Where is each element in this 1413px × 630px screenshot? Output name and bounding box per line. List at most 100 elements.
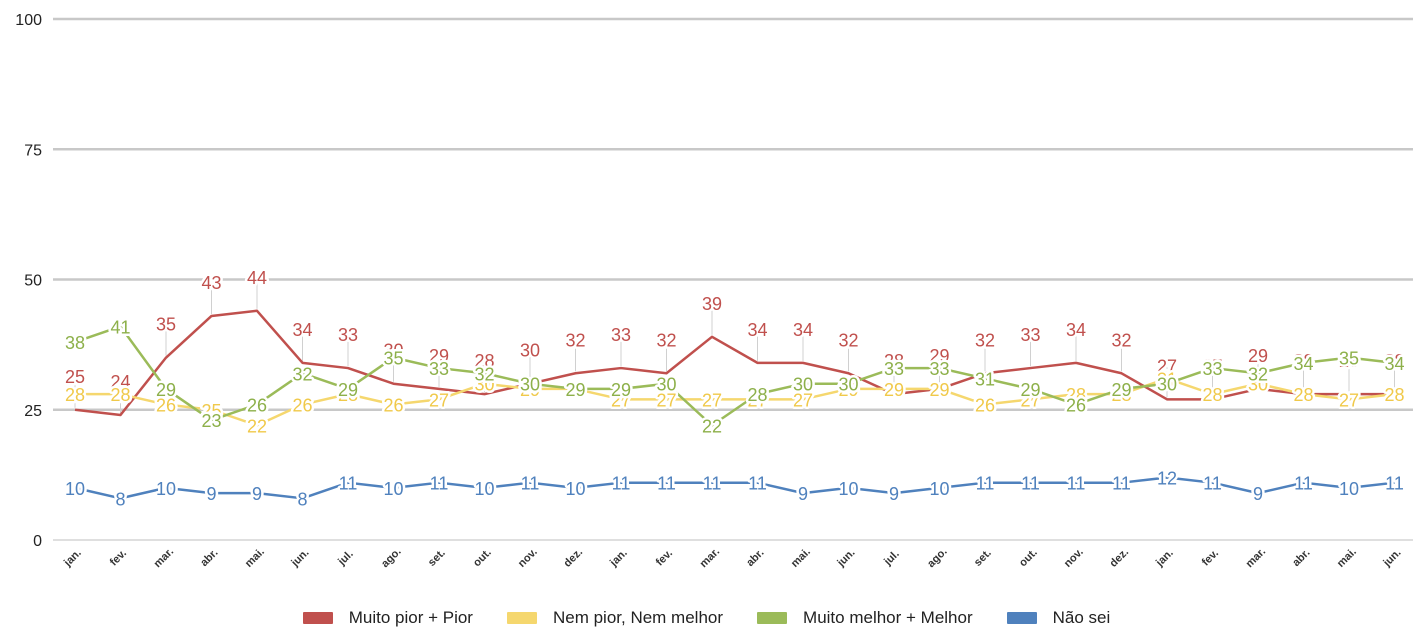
data-label: 28 xyxy=(474,351,494,371)
data-label: 26 xyxy=(975,396,995,416)
data-label: 29 xyxy=(1248,346,1268,366)
data-label: 29 xyxy=(884,380,904,400)
data-label: 32 xyxy=(565,330,585,350)
data-label: 34 xyxy=(1384,354,1404,374)
data-label: 28 xyxy=(747,385,767,405)
data-label: 29 xyxy=(565,380,585,400)
data-label: 33 xyxy=(1202,359,1222,379)
data-label: 10 xyxy=(383,479,403,499)
x-tick-label: jan. xyxy=(61,547,84,570)
data-label: 29 xyxy=(838,380,858,400)
data-label: 11 xyxy=(657,474,676,494)
x-tick-label: fev. xyxy=(654,547,675,568)
legend-swatch-blue xyxy=(1006,612,1037,624)
data-labels: 10 8 10 9 9 8 11 10 11 10 11 10 11 11 11 11 9 10 9 10 11 11 11… xyxy=(62,466,1406,512)
data-label: 28 xyxy=(1066,385,1086,405)
data-label: 41 xyxy=(110,317,130,337)
legend-label: Nem pior, Nem melhor xyxy=(552,608,724,627)
x-tick-label: jun. xyxy=(835,547,858,570)
data-label: 8 xyxy=(115,489,125,509)
data-label: 22 xyxy=(702,416,722,436)
data-label: 11 xyxy=(976,474,995,494)
x-tick-label: jun. xyxy=(1381,547,1404,570)
data-label: 30 xyxy=(383,341,403,361)
data-label: 10 xyxy=(565,479,585,499)
data-label: 39 xyxy=(702,294,722,314)
legend-item-muito-melhor-melhor: Muito melhor + Melhor xyxy=(757,608,973,628)
data-label: 29 xyxy=(1020,380,1040,400)
x-tick-label: ago. xyxy=(379,546,403,570)
x-tick-label: mar. xyxy=(698,546,722,570)
data-label: 11 xyxy=(703,474,722,494)
data-label: 12 xyxy=(1157,468,1177,488)
data-label: 10 xyxy=(929,479,949,499)
data-label: 28 xyxy=(1202,385,1222,405)
leader-lines xyxy=(74,278,1395,413)
data-label: 11 xyxy=(1021,474,1040,494)
legend-swatch-yellow xyxy=(506,612,537,624)
data-label: 32 xyxy=(474,364,494,384)
data-label: 10 xyxy=(156,479,176,499)
legend-item-nem-pior-nem-melhor: Nem pior, Nem melhor xyxy=(506,608,724,628)
data-label: 33 xyxy=(1020,325,1040,345)
x-tick-label: nov. xyxy=(516,546,540,570)
data-label: 11 xyxy=(1112,474,1131,494)
data-label: 30 xyxy=(1248,375,1268,395)
data-label: 25 xyxy=(201,401,221,421)
series-line xyxy=(74,309,1395,417)
x-tick-label: jan. xyxy=(607,547,630,570)
x-tick-label: nov. xyxy=(1062,546,1086,570)
x-tick-label: dez. xyxy=(562,546,586,570)
data-label: 10 xyxy=(1339,479,1359,499)
data-label: 35 xyxy=(383,349,403,369)
x-tick-label: fev. xyxy=(108,547,129,568)
data-label: 23 xyxy=(201,411,221,431)
data-label: 30 xyxy=(793,375,813,395)
data-label: 27 xyxy=(1202,356,1222,376)
series-line xyxy=(74,325,1395,427)
data-label: 24 xyxy=(110,372,130,392)
y-tick-label: 100 xyxy=(15,12,42,29)
data-label: 29 xyxy=(156,380,176,400)
data-label: 29 xyxy=(1111,380,1131,400)
data-label: 38 xyxy=(65,333,85,353)
data-label: 27 xyxy=(1339,390,1359,410)
data-label: 34 xyxy=(793,320,813,340)
data-label: 34 xyxy=(1066,320,1086,340)
y-tick-label: 25 xyxy=(24,403,42,420)
data-label: 27 xyxy=(1020,390,1040,410)
data-label: 28 xyxy=(884,351,904,371)
data-label: 11 xyxy=(1294,474,1313,494)
y-tick-label: 75 xyxy=(24,142,42,159)
data-label: 27 xyxy=(611,390,631,410)
data-label: 27 xyxy=(702,390,722,410)
data-label: 28 xyxy=(1293,385,1313,405)
x-tick-label: mar. xyxy=(152,546,176,570)
legend-label: Muito melhor + Melhor xyxy=(803,608,973,627)
y-tick-label: 0 xyxy=(33,533,42,550)
data-label: 11 xyxy=(1385,474,1404,494)
x-tick-label: abr. xyxy=(1290,547,1312,569)
data-label: 26 xyxy=(1066,396,1086,416)
legend-swatch-green xyxy=(757,612,788,624)
data-label: 11 xyxy=(1067,474,1086,494)
data-label: 28 xyxy=(1384,351,1404,371)
x-tick-label: ago. xyxy=(925,546,949,570)
x-tick-label: abr. xyxy=(198,547,220,569)
x-tick-label: set. xyxy=(426,547,448,569)
data-label: 11 xyxy=(1203,474,1222,494)
data-label: 28 xyxy=(1293,351,1313,371)
x-tick-label: out. xyxy=(471,547,494,570)
data-label: 32 xyxy=(292,364,312,384)
data-label: 33 xyxy=(884,359,904,379)
data-label: 11 xyxy=(430,474,449,494)
data-label: 28 xyxy=(110,385,130,405)
data-label: 33 xyxy=(429,359,449,379)
x-tick-label: mai. xyxy=(1335,546,1359,570)
data-label: 32 xyxy=(1248,364,1268,384)
chart-plot: 0 25 50 75 100 jan. fev. mar. abr. mai. jun. jul. ag… xyxy=(15,12,1413,570)
data-label: 26 xyxy=(292,396,312,416)
data-label: 9 xyxy=(1253,484,1263,504)
data-label: 10 xyxy=(65,479,85,499)
